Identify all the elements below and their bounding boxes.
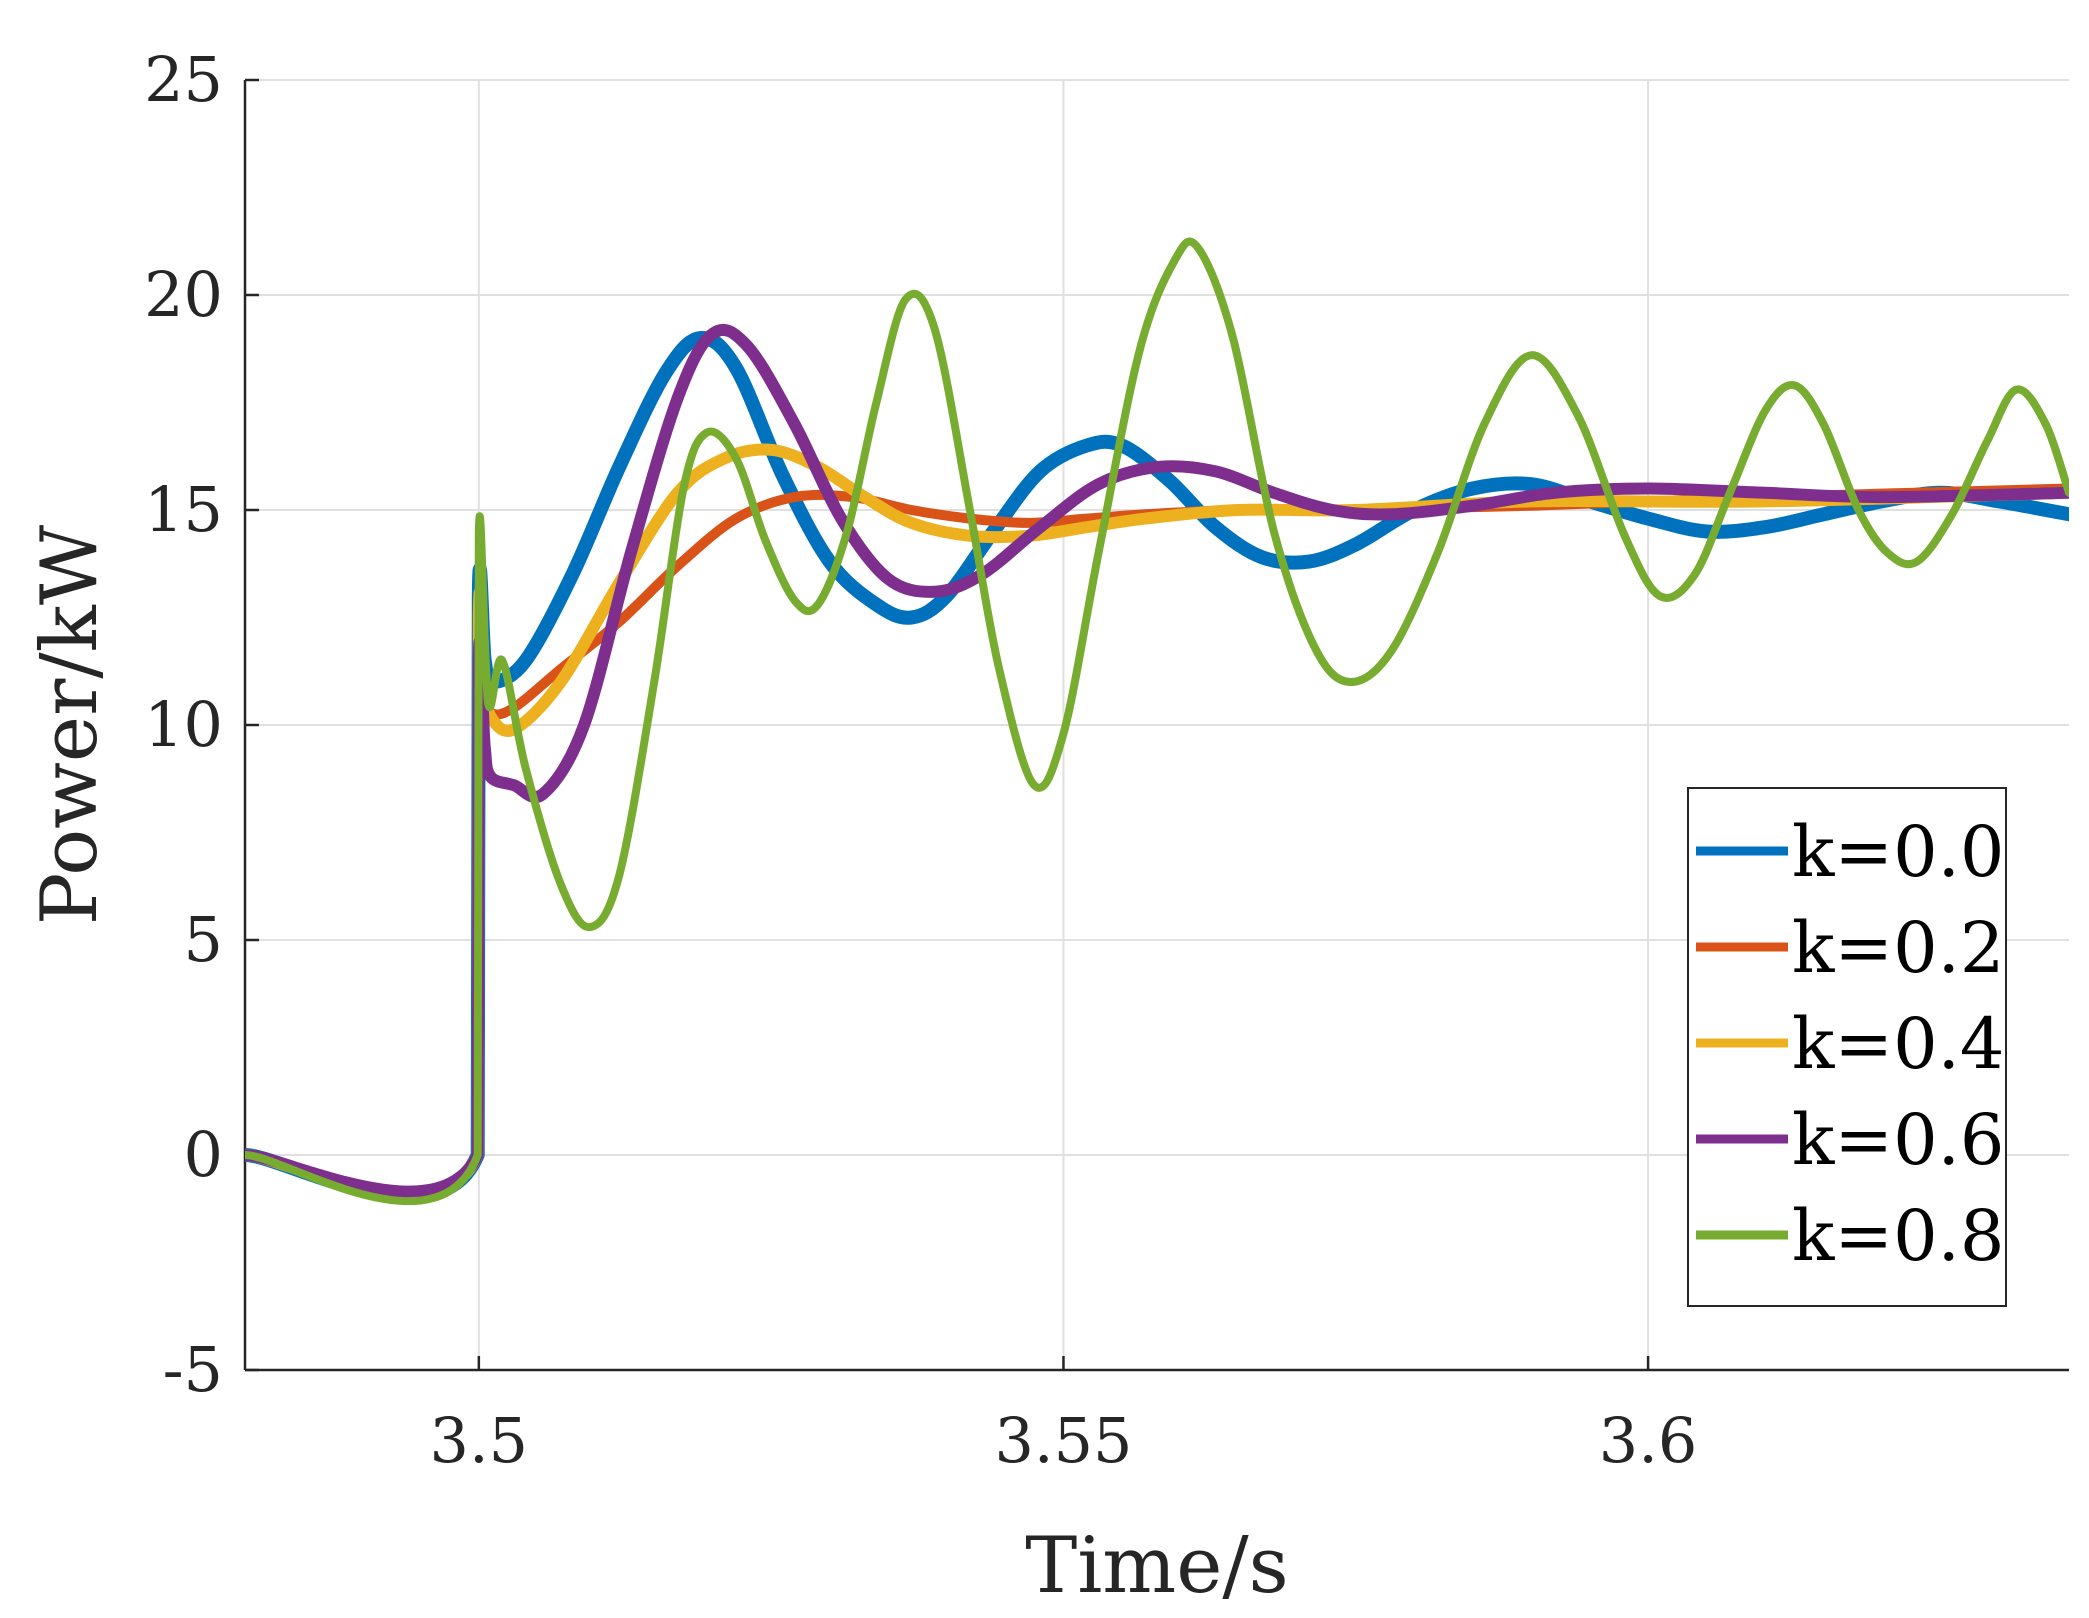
legend-label: k=0.0 [1792, 811, 2004, 893]
x-tick-label: 3.6 [1599, 1404, 1698, 1477]
legend-label: k=0.4 [1792, 1003, 2004, 1085]
series-line-k-0-8 [245, 237, 2069, 1206]
y-axis-label: Power/kW [25, 525, 115, 925]
y-tick-label: 15 [144, 473, 223, 546]
series-line-k-0-6 [245, 323, 2069, 1198]
y-tick-label: 25 [144, 43, 223, 116]
x-axis-label: Time/s [1025, 1521, 1288, 1611]
x-tick-label: 3.55 [994, 1404, 1132, 1477]
legend-label: k=0.8 [1792, 1195, 2004, 1277]
y-tick-label: 0 [184, 1118, 223, 1191]
legend: k=0.0 k=0.2 k=0.4 k=0.6 k=0.8 [1687, 787, 2007, 1307]
tick-labels: -5 0 5 10 15 20 25 3.5 3.55 3.6 [144, 43, 1697, 1477]
legend-items: k=0.0 k=0.2 k=0.4 k=0.6 k=0.8 [1696, 811, 2004, 1277]
y-tick-label: 5 [184, 903, 223, 976]
series-lines [245, 237, 2069, 1206]
x-tick-label: 3.5 [430, 1404, 529, 1477]
y-tick-label: 10 [144, 688, 223, 761]
legend-label: k=0.6 [1792, 1099, 2004, 1181]
y-tick-label: -5 [163, 1333, 223, 1406]
legend-label: k=0.2 [1792, 907, 2004, 989]
series-line-k-0-0 [245, 331, 2069, 1204]
y-tick-label: 20 [144, 258, 223, 331]
